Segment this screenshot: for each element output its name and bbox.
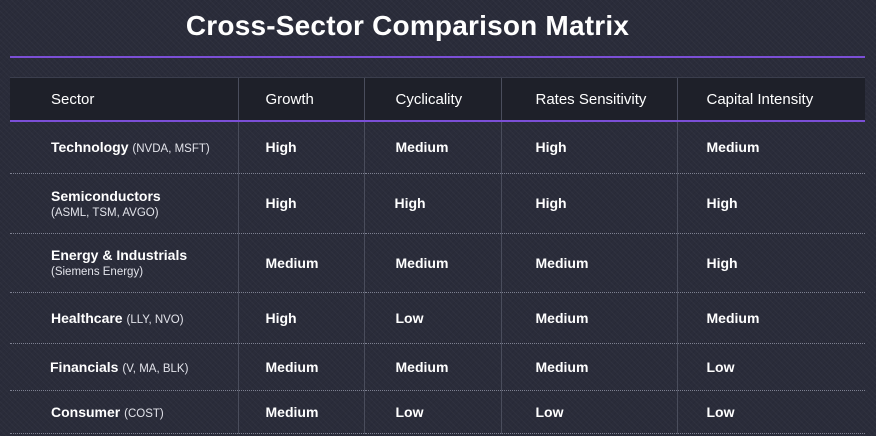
growth-cell: High bbox=[237, 292, 364, 344]
capital-intensity-cell: Medium bbox=[676, 292, 865, 344]
sector-name: Technology bbox=[51, 139, 129, 156]
capital-intensity-cell: Low bbox=[676, 390, 865, 434]
sector-cell: Healthcare (LLY, NVO) bbox=[10, 292, 238, 344]
capital-intensity-cell: High bbox=[676, 173, 865, 234]
sector-name: Healthcare bbox=[51, 309, 123, 326]
column-header-rates-sensitivity: Rates Sensitivity bbox=[500, 77, 677, 122]
growth-cell: Medium bbox=[237, 390, 364, 434]
cyclicality-cell: Medium bbox=[363, 233, 501, 293]
sector-tickers: (NVDA, MSFT) bbox=[132, 143, 210, 156]
sector-cell: Technology (NVDA, MSFT) bbox=[10, 121, 238, 174]
capital-intensity-cell: Low bbox=[676, 343, 865, 391]
table-row: Semiconductors (ASML, TSM, AVGO) High Hi… bbox=[10, 173, 865, 234]
sector-name: Energy & Industrials bbox=[51, 247, 188, 263]
column-header-capital-intensity: Capital Intensity bbox=[676, 77, 865, 122]
cyclicality-cell: Low bbox=[363, 292, 501, 344]
page-title: Cross-Sector Comparison Matrix bbox=[185, 10, 630, 41]
table-row: Healthcare (LLY, NVO) High Low Medium Me… bbox=[10, 292, 865, 344]
table-row: Technology (NVDA, MSFT) High Medium High… bbox=[10, 121, 865, 174]
cyclicality-cell: Medium bbox=[363, 121, 501, 174]
cyclicality-cell: Low bbox=[363, 390, 501, 434]
growth-cell: Medium bbox=[237, 233, 364, 293]
column-header-growth: Growth bbox=[237, 77, 364, 122]
table-row: Financials (V, MA, BLK) Medium Medium Me… bbox=[10, 343, 865, 391]
sector-tickers: (ASML, TSM, AVGO) bbox=[51, 206, 159, 219]
capital-intensity-cell: Medium bbox=[676, 121, 865, 174]
rates-sensitivity-cell: Low bbox=[500, 390, 677, 434]
growth-cell: High bbox=[237, 173, 364, 234]
table-row: Energy & Industrials (Siemens Energy) Me… bbox=[10, 233, 865, 293]
sector-name: Financials bbox=[50, 358, 119, 375]
sector-tickers: (V, MA, BLK) bbox=[122, 362, 189, 375]
cyclicality-cell: Medium bbox=[363, 343, 501, 391]
rates-sensitivity-cell: Medium bbox=[500, 343, 677, 391]
sector-cell: Semiconductors (ASML, TSM, AVGO) bbox=[10, 173, 238, 234]
rates-sensitivity-cell: High bbox=[500, 173, 677, 234]
table-row: Consumer (COST) Medium Low Low Low bbox=[10, 390, 865, 434]
growth-cell: Medium bbox=[237, 343, 364, 391]
comparison-matrix: Sector Growth Cyclicality Rates Sensitiv… bbox=[10, 77, 865, 434]
sector-tickers: (Siemens Energy) bbox=[51, 266, 144, 278]
sector-tickers: (COST) bbox=[124, 407, 164, 420]
sector-cell: Energy & Industrials (Siemens Energy) bbox=[10, 233, 238, 293]
rates-sensitivity-cell: Medium bbox=[500, 292, 677, 344]
title-divider bbox=[10, 56, 865, 58]
cyclicality-cell: High bbox=[363, 173, 501, 234]
capital-intensity-cell: High bbox=[676, 233, 865, 293]
sector-cell: Financials (V, MA, BLK) bbox=[10, 343, 238, 391]
rates-sensitivity-cell: Medium bbox=[500, 233, 677, 293]
column-header-cyclicality: Cyclicality bbox=[363, 77, 501, 122]
header-row: Sector Growth Cyclicality Rates Sensitiv… bbox=[10, 77, 865, 122]
sector-name: Consumer bbox=[51, 403, 121, 420]
sector-tickers: (LLY, NVO) bbox=[126, 313, 184, 326]
sector-cell: Consumer (COST) bbox=[10, 390, 238, 434]
sector-name: Semiconductors bbox=[51, 187, 161, 204]
growth-cell: High bbox=[237, 121, 364, 174]
rates-sensitivity-cell: High bbox=[500, 121, 677, 174]
column-header-sector: Sector bbox=[10, 77, 238, 122]
